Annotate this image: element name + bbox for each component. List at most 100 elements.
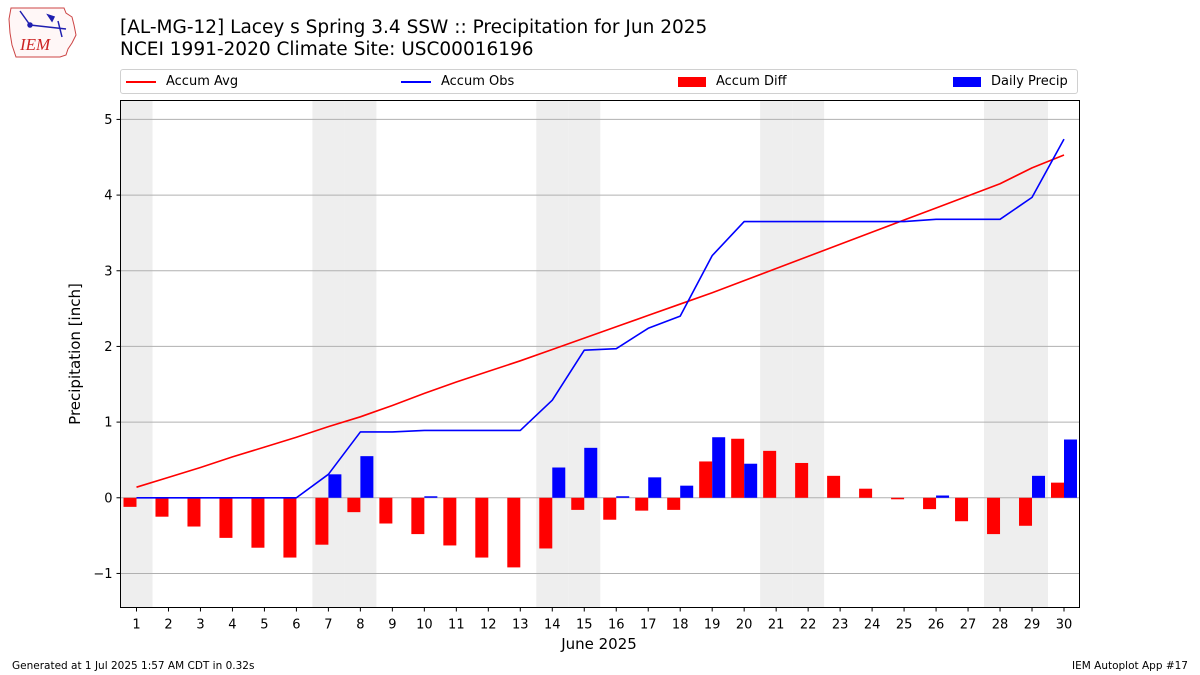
weekend-band — [792, 100, 825, 608]
accum-diff-bar — [731, 438, 745, 498]
accum-diff-bar — [1019, 497, 1033, 526]
x-tick-label: 25 — [896, 618, 913, 633]
accum-diff-bar — [987, 497, 1001, 535]
accum-diff-bar — [827, 475, 841, 498]
x-tick-label: 27 — [960, 618, 977, 633]
accum-diff-bar — [667, 497, 681, 510]
x-tick-label: 22 — [800, 618, 817, 633]
accum-obs-line — [136, 138, 1065, 499]
x-tick-label: 12 — [480, 618, 497, 633]
accum-diff-bar — [315, 497, 329, 545]
x-tick-label: 24 — [864, 618, 881, 633]
accum-diff-bar — [955, 497, 969, 522]
legend-swatch-accum-obs — [401, 80, 431, 83]
x-tick-label: 18 — [672, 618, 689, 633]
weekend-band — [568, 100, 601, 608]
legend-label-accum-diff: Accum Diff — [716, 74, 787, 89]
title-line-2: NCEI 1991-2020 Climate Site: USC00016196 — [120, 39, 534, 60]
accum-diff-bar — [763, 450, 777, 498]
daily-precip-bar — [360, 456, 374, 498]
daily-precip-bar — [648, 477, 662, 498]
y-tick-label: 5 — [104, 113, 112, 128]
accum-diff-bar — [603, 497, 617, 520]
weather-station-icon — [19, 10, 67, 38]
accum-diff-bar — [539, 497, 553, 549]
x-tick-label: 5 — [260, 618, 268, 633]
legend-label-accum-obs: Accum Obs — [441, 74, 515, 89]
y-tick-label: −1 — [93, 567, 112, 582]
x-tick-label: 17 — [640, 618, 657, 633]
logo-text: IEM — [19, 35, 51, 54]
weekend-band — [344, 100, 377, 608]
daily-precip-bar — [680, 485, 694, 498]
legend-swatch-accum-diff — [678, 76, 706, 87]
daily-precip-bar — [552, 467, 566, 498]
accum-diff-bar — [443, 497, 457, 546]
y-tick-label: 1 — [104, 416, 112, 431]
accum-diff-bar — [411, 497, 425, 535]
x-axis-label: June 2025 — [560, 635, 637, 653]
daily-precip-bar — [712, 437, 726, 498]
x-tick-label: 20 — [736, 618, 753, 633]
legend: Accum Avg Accum Obs Accum Diff Daily Pre… — [120, 69, 1078, 94]
accum-diff-bar — [187, 497, 201, 527]
x-tick-label: 19 — [704, 618, 721, 633]
x-tick-label: 2 — [164, 618, 172, 633]
x-tick-label: 4 — [228, 618, 236, 633]
legend-label-accum-avg: Accum Avg — [166, 74, 239, 89]
x-tick-label: 13 — [512, 618, 529, 633]
legend-label-daily-precip: Daily Precip — [991, 74, 1068, 89]
accum-diff-bar — [571, 497, 585, 510]
weekend-band — [120, 100, 153, 608]
accum-diff-bar — [123, 497, 137, 507]
daily-precip-bar — [616, 496, 630, 498]
weekend-band — [760, 100, 793, 608]
accum-diff-bar — [251, 497, 265, 548]
x-tick-label: 11 — [448, 618, 465, 633]
x-tick-label: 30 — [1056, 618, 1073, 633]
legend-swatch-daily-precip — [953, 76, 981, 87]
daily-precip-bar — [584, 447, 598, 498]
daily-precip-bar — [1032, 475, 1046, 498]
accum-diff-bar — [283, 497, 297, 558]
accum-diff-bar — [923, 497, 937, 510]
iem-logo: IEM — [8, 7, 77, 58]
accum-diff-bar — [795, 462, 809, 498]
x-tick-label: 28 — [992, 618, 1009, 633]
accum-diff-bar — [219, 497, 233, 538]
x-tick-label: 9 — [388, 618, 396, 633]
x-tick-label: 29 — [1024, 618, 1041, 633]
y-tick-label: 2 — [104, 340, 112, 355]
daily-precip-bar — [424, 496, 438, 498]
x-tick-label: 8 — [356, 618, 364, 633]
x-tick-label: 15 — [576, 618, 593, 633]
x-tick-label: 14 — [544, 618, 561, 633]
x-tick-label: 10 — [416, 618, 433, 633]
bars — [123, 437, 1077, 568]
daily-precip-bar — [936, 495, 950, 498]
legend-item-accum-diff: Accum Diff — [678, 70, 787, 93]
x-tick-label: 1 — [132, 618, 140, 633]
x-tick-label: 21 — [768, 618, 785, 633]
y-tick-label: 3 — [104, 264, 112, 279]
daily-precip-bar — [744, 463, 758, 498]
x-tick-label: 3 — [196, 618, 204, 633]
accum-diff-bar — [347, 497, 361, 513]
legend-swatch-accum-avg — [126, 80, 156, 83]
accum-diff-bar — [379, 497, 393, 524]
accum-diff-bar — [891, 497, 905, 500]
accum-diff-bar — [1051, 482, 1064, 498]
title-line-1: [AL-MG-12] Lacey s Spring 3.4 SSW :: Pre… — [120, 17, 708, 38]
x-tick-label: 16 — [608, 618, 625, 633]
legend-item-accum-avg: Accum Avg — [126, 70, 238, 93]
y-tick-label: 0 — [104, 491, 112, 506]
footer-generated: Generated at 1 Jul 2025 1:57 AM CDT in 0… — [12, 660, 255, 672]
accum-diff-bar — [155, 497, 169, 517]
daily-precip-bar — [328, 474, 342, 498]
accum-diff-bar — [635, 497, 649, 511]
x-tick-label: 6 — [292, 618, 300, 633]
x-tick-label: 23 — [832, 618, 849, 633]
legend-item-daily-precip: Daily Precip — [953, 70, 1068, 93]
y-tick-label: 4 — [104, 189, 112, 204]
